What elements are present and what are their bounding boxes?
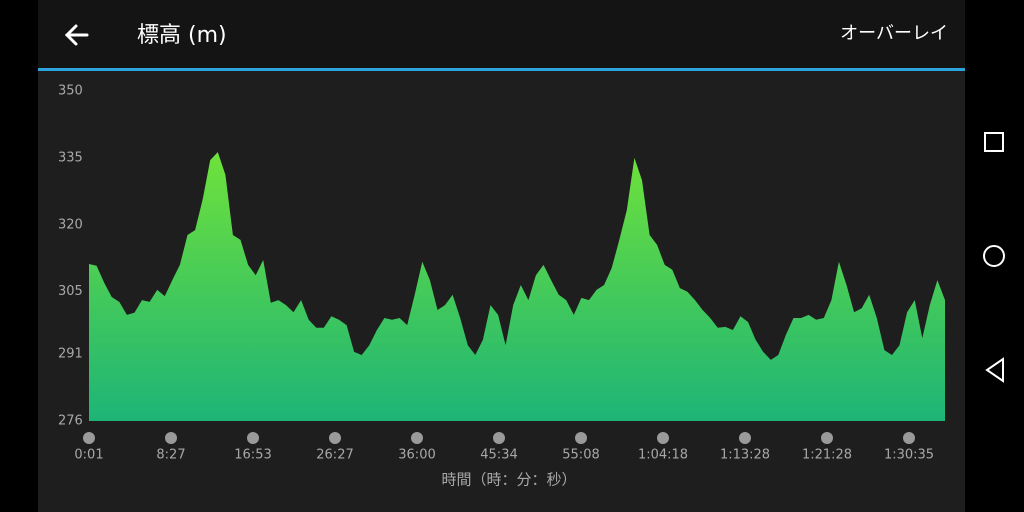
x-tick-dot <box>247 432 259 444</box>
elevation-area <box>89 152 945 421</box>
plot: 350 335 320 305 291 276 0:01 8:27 16:53 26:27 36:0… <box>58 84 945 463</box>
x-tick-label: 26:27 <box>316 448 353 463</box>
x-axis-title: 時間（時：分：秒） <box>441 471 576 489</box>
y-tick-label: 335 <box>58 150 83 165</box>
y-tick-label: 305 <box>58 284 83 299</box>
back-button[interactable] <box>64 24 89 46</box>
app-bar-divider <box>38 68 965 71</box>
x-tick-label: 1:04:18 <box>638 448 688 463</box>
back-nav-button[interactable] <box>985 357 1004 383</box>
x-tick-dot <box>165 432 177 444</box>
recents-button[interactable] <box>984 132 1004 152</box>
x-tick-dot <box>903 432 915 444</box>
x-tick-dot <box>821 432 833 444</box>
x-tick-label: 36:00 <box>398 448 435 463</box>
home-button[interactable] <box>983 245 1005 267</box>
y-tick-label: 350 <box>58 84 83 99</box>
x-tick-dot <box>657 432 669 444</box>
x-tick-label: 16:53 <box>234 448 271 463</box>
y-tick-label: 276 <box>58 414 83 429</box>
nav-bar <box>983 132 1005 383</box>
x-tick-label: 55:08 <box>562 448 599 463</box>
y-tick-label: 291 <box>58 347 83 362</box>
x-tick-label: 45:34 <box>480 448 517 463</box>
x-tick-label: 0:01 <box>74 448 103 463</box>
overlay-button[interactable]: オーバーレイ <box>840 23 948 44</box>
x-tick-label: 8:27 <box>156 448 185 463</box>
x-tick-label: 1:21:28 <box>802 448 852 463</box>
x-tick-label: 1:13:28 <box>720 448 770 463</box>
x-tick-dot <box>83 432 95 444</box>
x-tick-label: 1:30:35 <box>884 448 934 463</box>
x-tick-dot <box>493 432 505 444</box>
x-tick-dot <box>329 432 341 444</box>
x-tick-dot <box>575 432 587 444</box>
screen-title: 標高 (m) <box>137 23 227 48</box>
x-tick-dot <box>739 432 751 444</box>
app-bar <box>38 0 965 68</box>
x-tick-dot <box>411 432 423 444</box>
y-tick-label: 320 <box>58 217 83 232</box>
